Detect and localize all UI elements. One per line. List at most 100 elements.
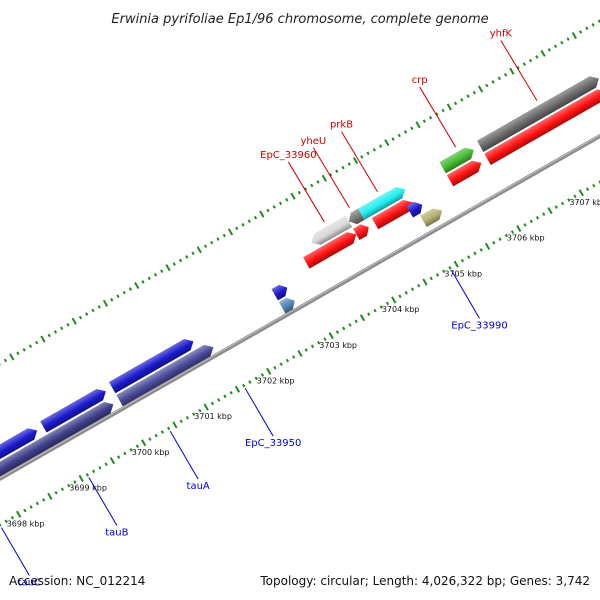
gene-label[interactable]: yheU	[301, 136, 327, 147]
gene-label[interactable]: EpC_33990	[451, 320, 507, 331]
minor-tick	[591, 22, 595, 27]
minor-tick	[216, 237, 220, 241]
gene-feature-arrow[interactable]	[406, 201, 423, 218]
minor-tick	[497, 76, 501, 81]
genome-summary-text: Topology: circular; Length: 4,026,322 bp…	[260, 574, 590, 588]
minor-tick	[354, 319, 358, 324]
gene-feature-arrow[interactable]	[108, 339, 194, 394]
minor-tick	[316, 180, 320, 184]
gene-feature-arrow[interactable]	[311, 215, 353, 245]
minor-tick	[47, 333, 51, 338]
minor-tick	[248, 380, 252, 384]
gene-label[interactable]: EpC_33950	[245, 438, 301, 449]
gene-label[interactable]: tauA	[187, 481, 210, 492]
gene-feature-arrow[interactable]	[0, 402, 114, 485]
minor-tick	[135, 444, 140, 449]
gene-label[interactable]: yhfK	[490, 29, 513, 40]
gene-feature-arrow[interactable]	[348, 208, 365, 225]
minor-tick	[285, 358, 290, 363]
minor-tick	[92, 469, 96, 474]
minor-tick	[235, 226, 239, 231]
minor-tick	[229, 390, 233, 395]
minor-tick	[516, 65, 520, 70]
minor-tick	[97, 305, 101, 309]
minor-tick	[28, 344, 33, 348]
minor-tick	[297, 190, 301, 195]
position-label: 3700 kbp	[132, 448, 170, 457]
position-label: 3705 kbp	[444, 269, 482, 278]
gene-label[interactable]: tauC	[18, 578, 41, 589]
major-tick	[422, 278, 428, 286]
gene-feature-arrow[interactable]	[353, 224, 369, 240]
major-tick	[477, 85, 484, 93]
gene-feature-arrow[interactable]	[116, 344, 214, 407]
gene-feature-arrow[interactable]	[476, 76, 599, 152]
minor-tick	[341, 165, 345, 170]
major-tick	[578, 189, 584, 197]
gene-feature-arrow[interactable]	[303, 232, 357, 269]
minor-tick	[303, 187, 308, 191]
gene-feature-arrow[interactable]	[420, 208, 443, 227]
gene-feature-arrow[interactable]	[484, 89, 600, 166]
minor-tick	[391, 137, 395, 141]
feature-tracks	[0, 76, 600, 485]
minor-tick	[335, 169, 339, 174]
minor-tick	[35, 340, 39, 345]
minor-tick	[247, 219, 251, 224]
gene-feature-arrow[interactable]	[371, 200, 413, 230]
minor-tick	[104, 462, 108, 466]
minor-tick	[335, 330, 340, 334]
minor-tick	[579, 30, 583, 34]
minor-tick	[429, 276, 433, 281]
minor-tick	[504, 233, 508, 238]
gene-label[interactable]: tauB	[105, 528, 128, 539]
major-tick	[47, 492, 53, 500]
major-tick	[227, 228, 234, 236]
minor-tick	[366, 151, 370, 156]
minor-tick	[535, 55, 539, 59]
minor-tick	[428, 115, 433, 120]
inner-tick-ring	[0, 180, 600, 527]
gene-label-leader	[0, 527, 30, 576]
minor-tick	[172, 262, 176, 266]
major-tick	[203, 403, 209, 411]
backbone-highlight	[0, 134, 600, 479]
gene-label[interactable]: crp	[412, 75, 428, 86]
minor-tick	[397, 133, 401, 138]
major-tick	[290, 192, 296, 200]
gene-feature-arrow[interactable]	[271, 284, 288, 301]
position-label: 3701 kbp	[194, 412, 232, 421]
minor-tick	[279, 362, 283, 366]
major-tick	[547, 207, 553, 215]
minor-tick	[304, 348, 308, 352]
major-tick	[446, 103, 452, 111]
minor-tick	[60, 487, 65, 491]
gene-label-leader	[88, 477, 118, 526]
minor-tick	[260, 373, 265, 377]
minor-tick	[453, 101, 458, 106]
minor-tick	[73, 480, 77, 484]
minor-tick	[547, 47, 551, 52]
gene-feature-arrow[interactable]	[439, 147, 474, 174]
major-tick	[328, 332, 334, 340]
minor-tick	[223, 394, 227, 399]
minor-tick	[67, 483, 71, 488]
minor-tick	[122, 290, 126, 295]
gene-feature-arrow[interactable]	[446, 160, 482, 187]
minor-tick	[85, 473, 90, 477]
minor-tick	[178, 258, 183, 263]
gene-feature-arrow[interactable]	[278, 297, 295, 314]
gene-label[interactable]: EpC_33960	[260, 150, 316, 161]
gene-feature-arrow[interactable]	[358, 187, 406, 220]
minor-tick	[435, 273, 440, 277]
gene-label-leader	[500, 40, 538, 101]
gene-label[interactable]: prkB	[330, 120, 353, 131]
gene-feature-arrow[interactable]	[0, 428, 38, 479]
gene-label-leader	[169, 430, 199, 480]
minor-tick	[503, 72, 508, 77]
minor-tick	[410, 126, 414, 131]
minor-tick	[0, 523, 2, 527]
minor-tick	[360, 155, 364, 159]
minor-tick	[278, 201, 283, 206]
gene-feature-arrow[interactable]	[40, 389, 106, 433]
